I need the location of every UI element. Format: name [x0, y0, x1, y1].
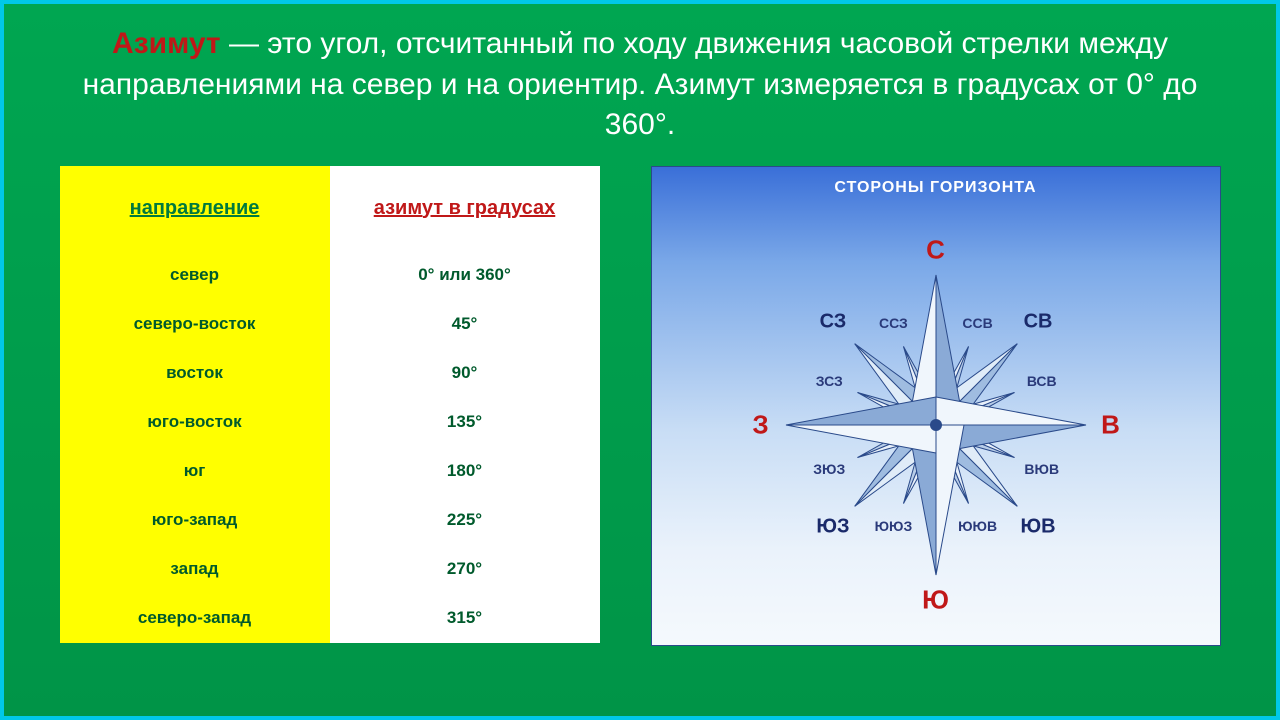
cell-direction: юг	[60, 447, 330, 496]
header-direction: направление	[60, 166, 330, 251]
table-row: юг180°	[60, 447, 600, 496]
compass-label: ССВ	[962, 315, 992, 331]
definition-text: — это угол, отсчитанный по ходу движения…	[83, 27, 1198, 141]
table-row: северо-запад315°	[60, 594, 600, 643]
header-azimuth: азимут в градусах	[330, 166, 600, 251]
cell-azimuth: 270°	[330, 545, 600, 594]
compass-title: СТОРОНЫ ГОРИЗОНТА	[652, 179, 1220, 197]
cell-azimuth: 90°	[330, 349, 600, 398]
azimuth-table: направление азимут в градусах север0° ил…	[60, 166, 600, 643]
compass-label: ВЮВ	[1024, 461, 1059, 477]
compass-label: ЮВ	[1020, 516, 1055, 539]
table-row: юго-восток135°	[60, 398, 600, 447]
compass-label: Ю	[922, 584, 949, 615]
compass-label: ЮЮВ	[958, 518, 997, 534]
content-row: направление азимут в градусах север0° ил…	[4, 156, 1276, 646]
cell-direction: северо-запад	[60, 594, 330, 643]
compass-label: В	[1101, 409, 1120, 440]
compass-label: ССЗ	[879, 315, 908, 331]
cell-direction: запад	[60, 545, 330, 594]
cell-direction: юго-восток	[60, 398, 330, 447]
cell-azimuth: 0° или 360°	[330, 251, 600, 300]
compass-panel: СТОРОНЫ ГОРИЗОНТА СВЮЗСВЮВЮЗСЗССВВСВВЮВЮ…	[651, 166, 1221, 646]
table-header: направление азимут в градусах	[60, 166, 600, 251]
cell-azimuth: 180°	[330, 447, 600, 496]
compass-label: ЮЮЗ	[875, 518, 913, 534]
cell-direction: восток	[60, 349, 330, 398]
cell-azimuth: 135°	[330, 398, 600, 447]
compass-label: ВСВ	[1027, 373, 1057, 389]
compass-label: СЗ	[820, 311, 847, 334]
compass-label: ЮЗ	[816, 516, 849, 539]
compass-label: ЗЮЗ	[813, 461, 845, 477]
cell-azimuth: 45°	[330, 300, 600, 349]
table-row: запад270°	[60, 545, 600, 594]
table-row: северо-восток45°	[60, 300, 600, 349]
compass-label: ЗСЗ	[816, 373, 843, 389]
compass-label: С	[926, 234, 945, 265]
cell-azimuth: 315°	[330, 594, 600, 643]
compass-label: З	[752, 409, 768, 440]
compass-label: СВ	[1024, 311, 1053, 334]
cell-direction: юго-запад	[60, 496, 330, 545]
table-row: север0° или 360°	[60, 251, 600, 300]
compass-rose: СВЮЗСВЮВЮЗСЗССВВСВВЮВЮЮВЮЮЗЗЮЗЗСЗССЗ	[726, 215, 1146, 635]
term: Азимут	[112, 27, 221, 60]
definition-header: Азимут — это угол, отсчитанный по ходу д…	[4, 4, 1276, 156]
table-body: север0° или 360°северо-восток45°восток90…	[60, 251, 600, 643]
cell-direction: север	[60, 251, 330, 300]
cell-direction: северо-восток	[60, 300, 330, 349]
cell-azimuth: 225°	[330, 496, 600, 545]
table-row: юго-запад225°	[60, 496, 600, 545]
table-row: восток90°	[60, 349, 600, 398]
